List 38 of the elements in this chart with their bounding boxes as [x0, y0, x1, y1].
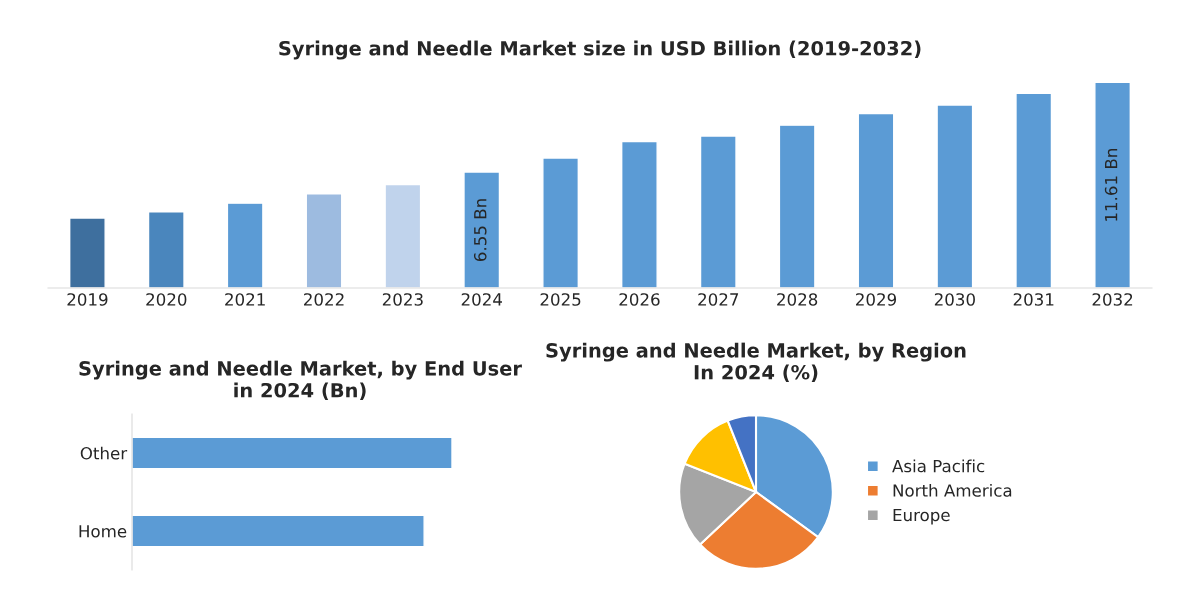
chart-title: Syringe and Needle Market size in USD Billion (2019-2032) — [279, 40, 921, 60]
bar — [936, 104, 974, 288]
x-tick-label: 2023 — [382, 293, 423, 306]
bar — [857, 112, 895, 288]
y-tick-label: Home — [79, 525, 127, 538]
x-tick-label: 2032 — [1092, 293, 1133, 306]
bar — [226, 202, 264, 288]
bar — [147, 211, 185, 288]
x-tick-label: 2022 — [304, 293, 344, 306]
x-tick-label: 2019 — [67, 293, 108, 306]
x-tick-label: 2031 — [1013, 293, 1054, 306]
bar — [384, 183, 422, 288]
bar — [1015, 92, 1053, 288]
bar — [542, 157, 580, 288]
x-tick-label: 2020 — [146, 293, 187, 306]
bar — [305, 193, 343, 288]
legend-label: Asia Pacific — [892, 459, 985, 473]
x-tick-label: 2028 — [777, 293, 818, 306]
x-tick-label: 2027 — [698, 293, 739, 306]
x-tick-label: 2024 — [461, 293, 502, 306]
bar — [699, 135, 737, 288]
x-tick-label: 2030 — [934, 293, 975, 306]
data-label: 11.61 Bn — [1104, 149, 1118, 221]
bar — [68, 217, 106, 288]
bar — [1094, 81, 1132, 288]
bar — [778, 124, 816, 288]
legend-label: North America — [893, 483, 1012, 497]
x-tick-label: 2029 — [856, 293, 897, 306]
y-tick-label: Other — [80, 446, 128, 460]
chart-title: Syringe and Needle Market, by Region In 2024 (%) — [546, 342, 966, 382]
chart-title: Syringe and Needle Market, by End User in 2024 (Bn) — [79, 360, 522, 400]
x-tick-label: 2025 — [540, 293, 581, 306]
legend-label: Europe — [893, 508, 950, 525]
x-tick-label: 2021 — [225, 293, 265, 306]
bar — [463, 171, 501, 288]
data-label: 6.55 Bn — [473, 199, 487, 262]
x-tick-label: 2026 — [619, 293, 660, 306]
bar — [620, 140, 658, 288]
